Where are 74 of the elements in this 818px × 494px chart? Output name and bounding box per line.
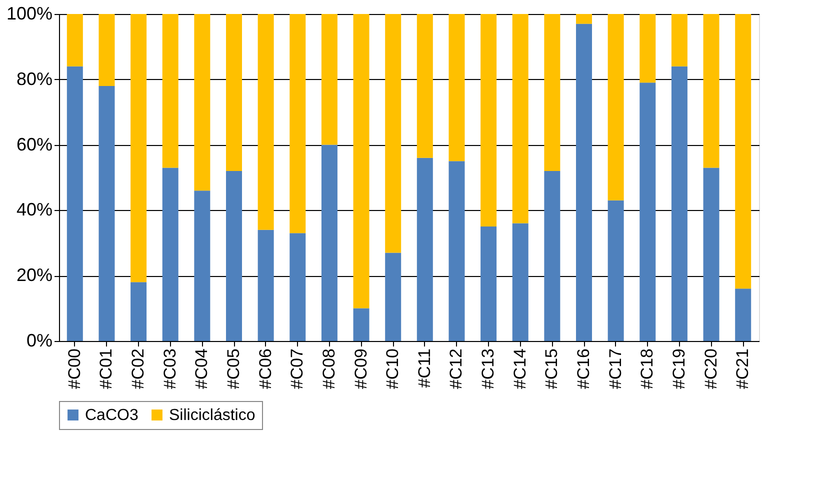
legend-label: CaCO3 bbox=[85, 407, 138, 424]
x-tick-label: #C14 bbox=[510, 348, 530, 390]
bar bbox=[671, 14, 688, 66]
x-tick-label: #C08 bbox=[319, 348, 338, 390]
x-tick-label: #C19 bbox=[669, 348, 688, 390]
bar bbox=[66, 14, 83, 66]
bar bbox=[512, 223, 528, 341]
bar bbox=[735, 14, 752, 289]
bar bbox=[735, 288, 752, 341]
bar bbox=[671, 66, 688, 341]
bar bbox=[448, 14, 465, 162]
bar bbox=[544, 14, 560, 171]
bar bbox=[66, 66, 83, 341]
x-tick-label: #C04 bbox=[192, 348, 212, 390]
y-tick-label: 60% bbox=[16, 134, 52, 154]
bar bbox=[703, 14, 720, 168]
bar bbox=[480, 226, 497, 341]
bar bbox=[353, 308, 370, 341]
x-tick-label: #C11 bbox=[414, 348, 434, 388]
bar bbox=[321, 144, 338, 341]
bar bbox=[512, 14, 528, 224]
bar bbox=[290, 233, 306, 341]
bar bbox=[608, 14, 624, 200]
bar bbox=[162, 14, 178, 168]
y-tick-label: 0% bbox=[26, 330, 52, 350]
bar bbox=[608, 200, 624, 341]
bar bbox=[321, 14, 338, 145]
bar bbox=[640, 14, 656, 83]
bar bbox=[226, 170, 242, 341]
bar bbox=[448, 161, 465, 341]
x-tick-label: #C21 bbox=[733, 348, 752, 390]
y-tick-label: 20% bbox=[16, 265, 52, 286]
bar bbox=[480, 14, 497, 227]
x-tick-label: #C12 bbox=[446, 348, 466, 390]
bar bbox=[162, 168, 178, 341]
bar bbox=[98, 86, 115, 341]
x-tick-label: #C05 bbox=[224, 348, 243, 390]
bar bbox=[130, 14, 147, 282]
x-tick-label: #C15 bbox=[542, 348, 562, 390]
bar bbox=[640, 82, 656, 341]
x-tick-label: #C00 bbox=[64, 348, 84, 390]
x-tick-label: #C09 bbox=[351, 348, 370, 390]
bar bbox=[194, 14, 210, 191]
x-tick-label: #C03 bbox=[160, 348, 180, 390]
legend-label: Siliciclástico bbox=[169, 407, 256, 424]
x-tick-label: #C02 bbox=[128, 348, 148, 390]
bar bbox=[353, 14, 370, 308]
x-tick-label: #C18 bbox=[638, 348, 657, 390]
y-tick-label: 80% bbox=[16, 68, 52, 89]
x-tick-label: #C16 bbox=[574, 348, 593, 390]
x-tick-label: #C17 bbox=[606, 348, 625, 390]
x-tick-label: #C10 bbox=[383, 348, 402, 390]
bar bbox=[258, 14, 274, 230]
x-tick-label: #C01 bbox=[96, 348, 116, 390]
bar bbox=[416, 158, 433, 341]
bar bbox=[258, 230, 274, 341]
bar bbox=[290, 14, 306, 234]
x-tick-label: #C07 bbox=[288, 348, 307, 390]
bar bbox=[130, 282, 147, 341]
bar bbox=[576, 24, 592, 341]
bar bbox=[544, 170, 560, 341]
bar bbox=[194, 190, 210, 341]
bar bbox=[226, 14, 242, 171]
x-tick-label: #C06 bbox=[256, 348, 275, 390]
x-tick-label: #C13 bbox=[478, 348, 498, 390]
bar bbox=[385, 252, 402, 341]
bar bbox=[576, 14, 592, 24]
bar bbox=[416, 14, 433, 158]
y-tick-label: 100% bbox=[6, 4, 52, 24]
y-tick-label: 40% bbox=[16, 200, 52, 220]
bar bbox=[385, 14, 402, 253]
x-tick-label: #C20 bbox=[701, 348, 720, 390]
bar bbox=[703, 168, 720, 341]
bar bbox=[98, 14, 115, 86]
